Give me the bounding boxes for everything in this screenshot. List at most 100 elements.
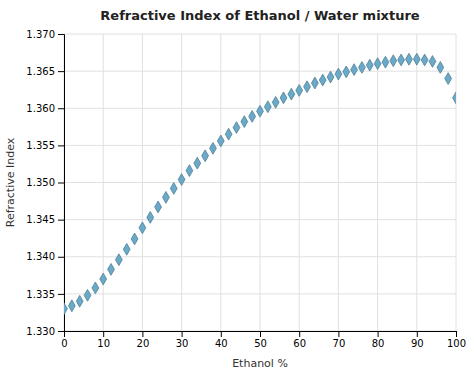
grid-line [64,34,456,35]
tick-label: 80 [372,338,385,349]
tick-label: 90 [411,338,424,349]
point [249,111,256,123]
tick: 1.355 [26,140,64,151]
tick-mark [182,331,183,337]
tick-mark [456,331,457,337]
title: Refractive Index of Ethanol / Water mixt… [100,8,420,23]
point [108,263,115,275]
tick: 90 [411,331,424,349]
tick: 1.370 [26,29,64,40]
points [64,53,456,314]
tick-mark [221,331,222,337]
point [186,165,193,177]
tick-mark [378,331,379,337]
tick-label: 1.340 [26,251,55,262]
tick: 30 [176,331,189,349]
point [343,66,350,78]
tick-mark [58,108,64,109]
grid-line [64,293,456,294]
tick-label: 60 [293,338,306,349]
point [139,222,146,234]
point [406,53,413,65]
point [178,174,185,186]
tick: 10 [97,331,110,349]
tick: 40 [215,331,228,349]
point [100,273,107,285]
point [233,122,240,134]
chart: 01020304050607080901001.3301.3351.3401.3… [0,0,474,375]
tick-mark [58,294,64,295]
tick-label: 0 [61,338,67,349]
x-axis-label: Ethanol % [232,357,288,370]
point [390,55,397,67]
tick-mark [58,34,64,35]
tick-label: 1.330 [26,326,55,337]
tick: 1.360 [26,103,64,114]
point [84,289,91,301]
tick-mark [338,331,339,337]
point [437,62,444,74]
point [64,303,67,315]
point [131,233,138,245]
tick: 20 [137,331,150,349]
point [202,150,209,162]
point [257,105,264,117]
point [413,53,420,65]
point [68,300,75,312]
tick-mark [103,331,104,337]
grid-line [64,145,456,146]
axis-line [58,35,65,332]
axis-line [65,332,457,338]
tick-label: 100 [447,338,466,349]
tick-label: 1.365 [26,66,55,77]
tick-label: 30 [176,338,189,349]
point [327,71,334,83]
point [382,56,389,68]
tick-label: 70 [333,338,346,349]
point [272,96,279,108]
point [429,56,436,68]
tick: 80 [372,331,385,349]
grid-line [64,219,456,220]
x-axis: 0 10 20 30 40 50 60 70 80 90 100 [61,331,466,349]
tick-mark [58,183,64,184]
point [264,101,271,113]
tick-label: 1.370 [26,29,55,40]
tick-label: 10 [97,338,110,349]
tick-mark [260,331,261,337]
point [311,77,318,89]
tick-label: 1.335 [26,289,55,300]
tick: 1.335 [26,289,64,300]
plot: 01020304050607080901001.3301.3351.3401.3… [26,29,466,349]
tick-label: 40 [215,338,228,349]
y-axis: 1.330 1.335 1.340 1.345 1.350 1.355 1.360 1.365… [26,29,64,337]
tick-mark [58,331,64,332]
tick-mark [58,220,64,221]
point [319,74,326,86]
point [147,212,154,224]
tick-label: 1.350 [26,177,55,188]
tick: 1.350 [26,177,64,188]
tick-label: 1.355 [26,140,55,151]
grid-line [64,182,456,183]
point [280,92,287,104]
point [163,191,170,203]
tick-mark [58,71,64,72]
point [304,81,311,93]
tick-mark [142,331,143,337]
grid-line [64,71,456,72]
point [115,254,122,266]
point [374,58,381,70]
tick-mark [299,331,300,337]
point [225,128,232,140]
tick-label: 1.345 [26,214,55,225]
tick: 1.345 [26,214,64,225]
tick: 50 [254,331,267,349]
tick: 0 [61,331,67,349]
tick-mark [417,331,418,337]
tick-label: 50 [254,338,267,349]
point [398,54,405,66]
point [194,157,201,169]
point [296,85,303,97]
point [217,135,224,147]
